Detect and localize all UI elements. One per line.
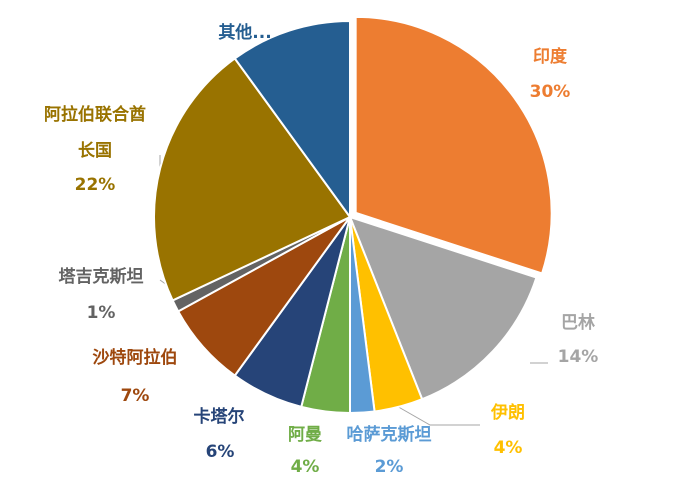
data-label: 2% bbox=[374, 457, 404, 477]
category-label: 哈萨克斯坦 bbox=[346, 425, 432, 445]
pie-slice bbox=[348, 215, 538, 401]
leader-line bbox=[394, 404, 480, 426]
category-label: 塔吉克斯坦 bbox=[58, 267, 144, 287]
category-label: 伊朗 bbox=[491, 403, 525, 423]
category-label: 巴林 bbox=[561, 313, 595, 333]
data-label: 30% bbox=[529, 82, 571, 102]
category-label: 其他... bbox=[218, 23, 272, 43]
data-label: 6% bbox=[205, 442, 235, 462]
pie-slice bbox=[233, 19, 351, 221]
category-label: 卡塔尔 bbox=[193, 407, 245, 427]
category-label: 阿拉伯联合酋长国 bbox=[44, 105, 146, 161]
data-label: 4% bbox=[493, 438, 523, 458]
data-label: 1% bbox=[86, 303, 116, 323]
category-label: 沙特阿拉伯 bbox=[92, 348, 178, 368]
data-label: 4% bbox=[290, 457, 320, 477]
category-label: 印度 bbox=[533, 47, 567, 67]
pie-slice bbox=[153, 57, 352, 302]
pie-slice bbox=[354, 15, 553, 275]
data-label: 7% bbox=[120, 386, 150, 406]
data-label: 14% bbox=[557, 347, 599, 367]
category-label: 阿曼 bbox=[288, 425, 322, 445]
data-label: 22% bbox=[74, 175, 116, 195]
